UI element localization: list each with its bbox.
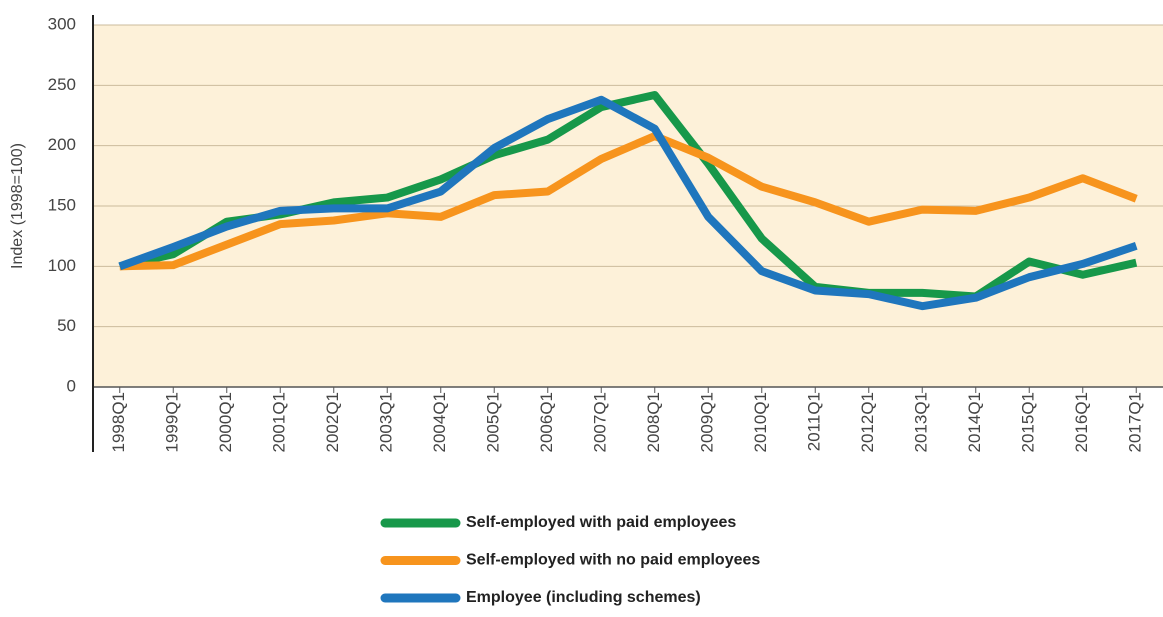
x-tick-label: 2014Q1 xyxy=(965,392,984,453)
y-tick-label: 0 xyxy=(67,376,76,395)
series-line xyxy=(119,132,1138,271)
y-axis-label: Index (1998=100) xyxy=(9,143,26,269)
x-tick-label: 1998Q1 xyxy=(109,392,128,453)
x-tick-label: 2005Q1 xyxy=(484,392,503,453)
y-tick-label: 100 xyxy=(48,256,76,275)
x-tick-label: 1999Q1 xyxy=(163,392,182,453)
y-tick-label: 250 xyxy=(48,75,76,94)
x-tick-label: 2011Q1 xyxy=(805,392,824,451)
x-tick-label: 2010Q1 xyxy=(751,392,770,453)
x-tick-label: 2004Q1 xyxy=(430,392,449,453)
x-tick-label: 2016Q1 xyxy=(1072,392,1091,453)
y-tick-label: 200 xyxy=(48,135,76,154)
legend-label: Self-employed with no paid employees xyxy=(466,552,760,569)
x-tick-label: 2007Q1 xyxy=(591,392,610,453)
x-tick-label: 2001Q1 xyxy=(270,392,289,453)
y-tick-label: 50 xyxy=(57,316,76,335)
y-tick-label: 300 xyxy=(48,14,76,33)
x-tick-label: 2000Q1 xyxy=(216,392,235,453)
x-tick-label: 2006Q1 xyxy=(537,392,556,453)
y-tick-label: 150 xyxy=(48,195,76,214)
x-tick-label: 2015Q1 xyxy=(1019,392,1038,453)
x-tick-label: 2013Q1 xyxy=(912,392,931,453)
legend-label: Self-employed with paid employees xyxy=(466,514,736,531)
x-tick-label: 2017Q1 xyxy=(1126,392,1145,453)
series-line xyxy=(118,95,1138,311)
legend-label: Employee (including schemes) xyxy=(466,589,701,606)
x-tick-label: 2009Q1 xyxy=(698,392,717,453)
x-tick-label: 2003Q1 xyxy=(377,392,396,453)
x-tick-label: 2008Q1 xyxy=(644,392,663,453)
x-tick-label: 2012Q1 xyxy=(858,392,877,453)
x-tick-label: 2002Q1 xyxy=(323,392,342,453)
